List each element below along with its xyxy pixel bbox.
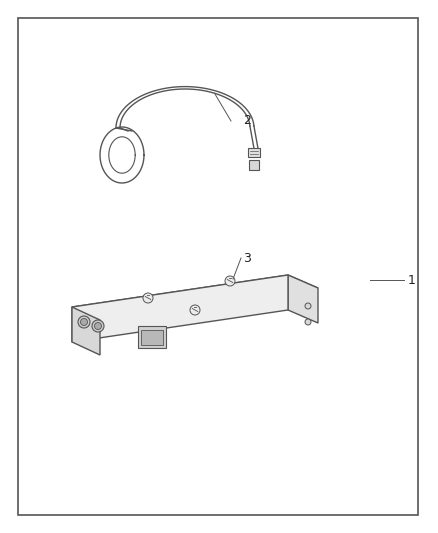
Bar <box>138 326 166 348</box>
Text: 1: 1 <box>408 273 416 287</box>
Polygon shape <box>72 307 100 355</box>
Circle shape <box>78 316 90 328</box>
Text: 2: 2 <box>243 115 251 127</box>
Polygon shape <box>72 275 318 320</box>
Bar <box>141 330 163 345</box>
Circle shape <box>305 303 311 309</box>
Circle shape <box>81 319 88 326</box>
Bar <box>249 160 259 170</box>
Bar <box>248 148 260 157</box>
Polygon shape <box>72 275 288 342</box>
Circle shape <box>305 319 311 325</box>
Circle shape <box>190 305 200 315</box>
Circle shape <box>95 322 102 329</box>
Text: 3: 3 <box>243 252 251 264</box>
Circle shape <box>92 320 104 332</box>
Circle shape <box>225 276 235 286</box>
Circle shape <box>143 293 153 303</box>
Polygon shape <box>288 275 318 323</box>
